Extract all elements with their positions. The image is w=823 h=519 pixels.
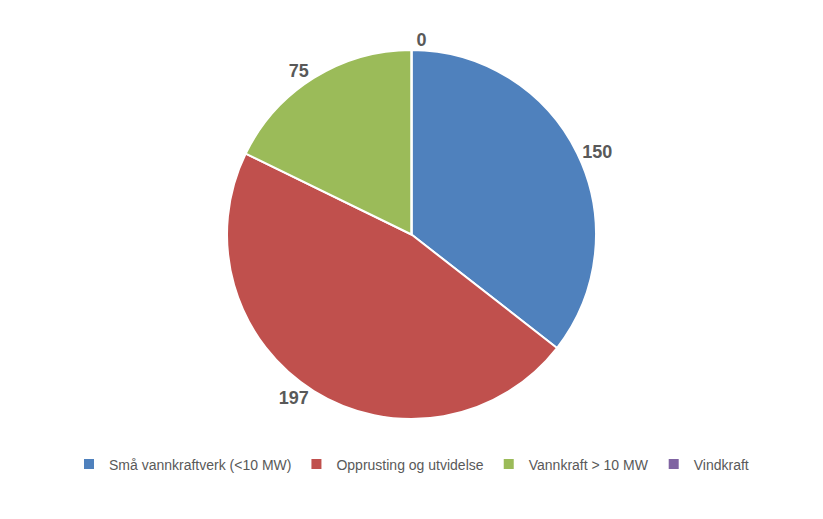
svg-text:75: 75	[289, 61, 309, 81]
svg-text:Vindkraft: Vindkraft	[694, 457, 749, 473]
svg-text:150: 150	[582, 142, 612, 162]
svg-text:0: 0	[417, 30, 427, 50]
svg-text:Vannkraft > 10 MW: Vannkraft > 10 MW	[529, 457, 649, 473]
svg-text:197: 197	[279, 388, 309, 408]
svg-text:Opprusting og utvidelse: Opprusting og utvidelse	[336, 457, 483, 473]
svg-text:Små vannkraftverk (<10 MW): Små vannkraftverk (<10 MW)	[109, 457, 291, 473]
